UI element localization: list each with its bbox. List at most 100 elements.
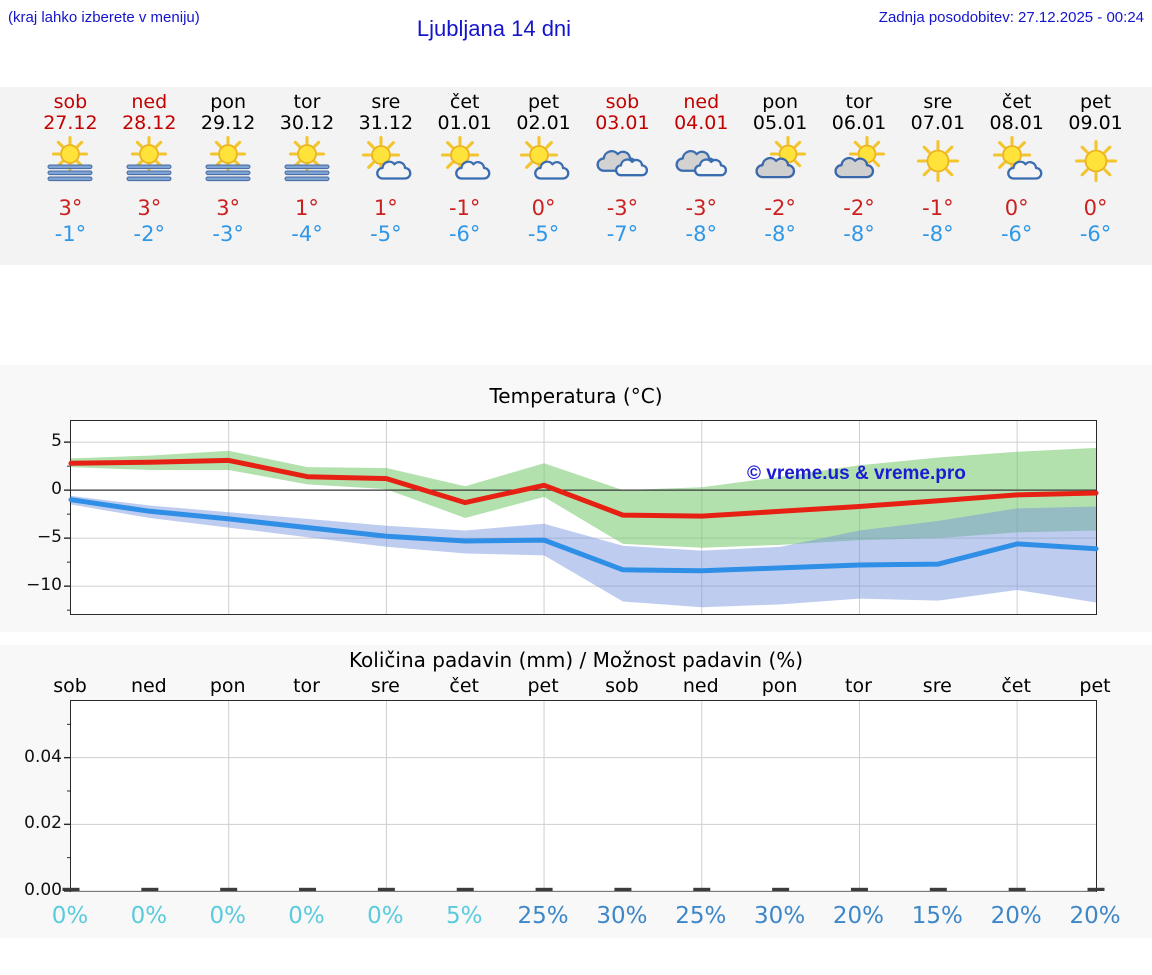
day-high-temp: 0° xyxy=(1083,196,1108,220)
precipitation-chart-title: Količina padavin (mm) / Možnost padavin … xyxy=(348,648,804,672)
day-high-temp: -3° xyxy=(606,196,639,220)
precip-bar xyxy=(62,887,80,891)
day-column: sob 03.01 -3° -7° xyxy=(583,87,662,265)
precip-day-label: sob xyxy=(53,675,87,697)
precip-bar xyxy=(377,887,395,891)
precip-probability-label: 0% xyxy=(51,903,89,929)
day-high-temp: 1° xyxy=(373,196,398,220)
sun-fog-icon xyxy=(189,135,268,186)
precip-day-label: sob xyxy=(605,675,639,697)
day-column: pet 02.01 0° -5° xyxy=(504,87,583,265)
precip-day-label: pet xyxy=(527,675,559,697)
sun-icon xyxy=(898,138,977,186)
day-high-temp: 3° xyxy=(216,196,241,220)
day-high-temp: 0° xyxy=(1004,196,1029,220)
day-high-temp: -3° xyxy=(685,196,717,220)
day-column: sre 07.01 -1° -8° xyxy=(898,87,977,265)
day-high-temp: -1° xyxy=(448,196,481,220)
day-high-temp: 3° xyxy=(137,196,162,220)
precip-bar xyxy=(220,887,238,891)
precip-bar xyxy=(456,887,474,891)
precipitation-plot-svg xyxy=(62,701,1105,892)
precip-bar xyxy=(1008,887,1026,891)
precip-day-label: tor xyxy=(845,675,872,697)
day-date: 07.01 xyxy=(910,112,966,134)
day-date: 29.12 xyxy=(200,112,256,134)
forecast-strip-grid: sob 27.12 3° -1° ned 28.12 3° -2° pon 29.12 3° -3° t… xyxy=(31,87,1135,265)
day-name: pon xyxy=(762,91,798,113)
precip-probability-label: 15% xyxy=(911,903,963,929)
precip-bar xyxy=(535,887,553,891)
day-name: čet xyxy=(449,91,480,113)
day-column: pon 29.12 3° -3° xyxy=(189,87,268,265)
precip-probability-label: 0% xyxy=(367,903,404,929)
precip-probability-label: 20% xyxy=(990,903,1042,929)
day-low-temp: -5° xyxy=(370,222,402,246)
temperature-plot-area: © vreme.us & vreme.pro xyxy=(64,420,1099,615)
day-date: 01.01 xyxy=(437,112,492,134)
precip-probability-label: 30% xyxy=(596,903,648,929)
day-low-temp: -8° xyxy=(764,222,796,246)
day-low-temp: -1° xyxy=(54,222,87,246)
precip-bar xyxy=(1087,887,1105,891)
sun-icon xyxy=(1056,138,1135,186)
temp-y-tick-label: −10 xyxy=(26,575,62,596)
day-name: sob xyxy=(53,91,88,113)
precip-day-label: ned xyxy=(130,675,167,697)
precip-bar xyxy=(141,887,159,891)
cloud-sun-icon xyxy=(741,135,820,186)
day-date: 28.12 xyxy=(122,112,177,134)
day-column: sob 27.12 3° -1° xyxy=(31,87,110,265)
day-date: 04.01 xyxy=(674,112,729,134)
precip-y-tick-label: 0.02 xyxy=(24,813,62,834)
sun-fog-icon xyxy=(110,135,189,186)
precip-bar xyxy=(614,887,632,891)
temp-y-tick-label: 0 xyxy=(51,479,62,500)
day-low-temp: -5° xyxy=(527,222,560,246)
precip-probability-label: 25% xyxy=(675,903,727,929)
day-name: pet xyxy=(1079,91,1112,113)
cloud-sun-icon xyxy=(820,135,899,186)
day-date: 06.01 xyxy=(831,112,887,134)
precip-y-tick-label: 0.00 xyxy=(24,880,62,900)
day-low-temp: -6° xyxy=(448,222,481,246)
precip-bar xyxy=(299,887,317,891)
precip-day-label: pon xyxy=(209,675,246,697)
day-high-temp: 1° xyxy=(295,196,319,220)
day-name: pon xyxy=(210,91,246,113)
precip-day-label: ned xyxy=(682,675,719,697)
day-low-temp: -8° xyxy=(685,222,717,246)
day-name: pet xyxy=(527,91,560,113)
temperature-plot-svg xyxy=(64,421,1099,614)
day-column: čet 01.01 -1° -6° xyxy=(425,87,504,265)
day-low-temp: -2° xyxy=(133,222,165,246)
sun-cloud-icon xyxy=(977,135,1056,186)
temperature-chart-title: Temperatura (°C) xyxy=(489,384,663,408)
precip-probability-label: 25% xyxy=(517,903,569,929)
day-name: ned xyxy=(131,91,168,113)
day-low-temp: -7° xyxy=(606,222,639,246)
day-date: 27.12 xyxy=(43,112,98,134)
precip-bar xyxy=(693,887,711,891)
precip-probability-label: 0% xyxy=(130,903,168,929)
sun-cloud-icon xyxy=(425,135,504,186)
temperature-chart: Temperatura (°C) © vreme.us & vreme.pro … xyxy=(0,365,1152,632)
day-date: 09.01 xyxy=(1068,112,1123,134)
precip-probability-label: 20% xyxy=(1069,903,1121,929)
day-low-temp: -3° xyxy=(212,222,244,246)
precip-day-label: sre xyxy=(922,675,952,697)
sun-cloud-icon xyxy=(504,135,583,186)
day-column: ned 28.12 3° -2° xyxy=(110,87,189,265)
precip-bar xyxy=(772,887,790,891)
day-column: čet 08.01 0° -6° xyxy=(977,87,1056,265)
day-column: pet 09.01 0° -6° xyxy=(1056,87,1135,265)
day-low-temp: -4° xyxy=(291,222,323,246)
sun-fog-icon xyxy=(31,135,110,186)
forecast-strip: sob 27.12 3° -1° ned 28.12 3° -2° pon 29.12 3° -3° t… xyxy=(0,87,1152,265)
day-column: tor 30.12 1° -4° xyxy=(268,87,347,265)
day-column: tor 06.01 -2° -8° xyxy=(820,87,899,265)
precip-probability-label: 5% xyxy=(445,903,483,929)
day-date: 03.01 xyxy=(595,112,650,134)
day-date: 02.01 xyxy=(516,112,571,134)
day-name: čet xyxy=(1001,91,1032,113)
